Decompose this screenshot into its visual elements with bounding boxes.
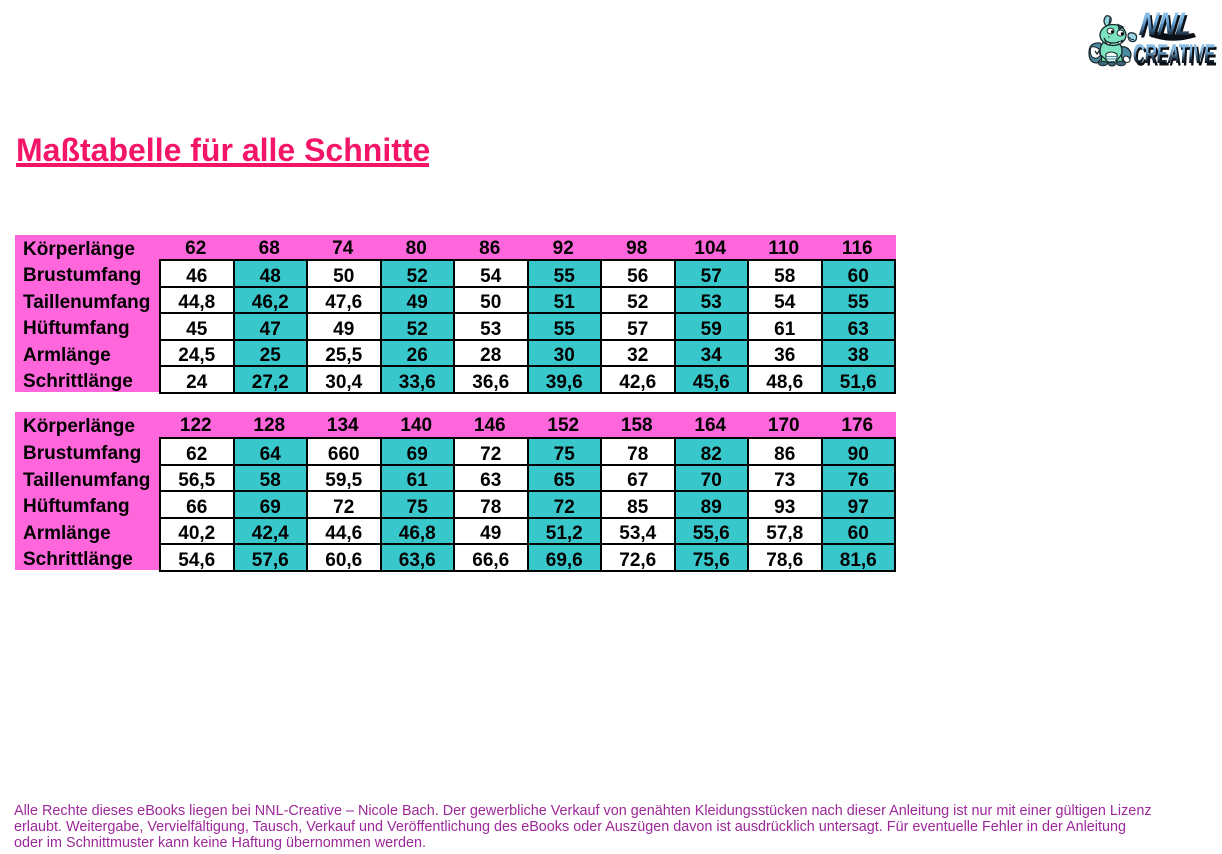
svg-text:CREATIVE: CREATIVE bbox=[1134, 41, 1218, 70]
svg-text:CREATIVE: CREATIVE bbox=[1132, 39, 1216, 69]
svg-text:NNL: NNL bbox=[1137, 7, 1194, 43]
